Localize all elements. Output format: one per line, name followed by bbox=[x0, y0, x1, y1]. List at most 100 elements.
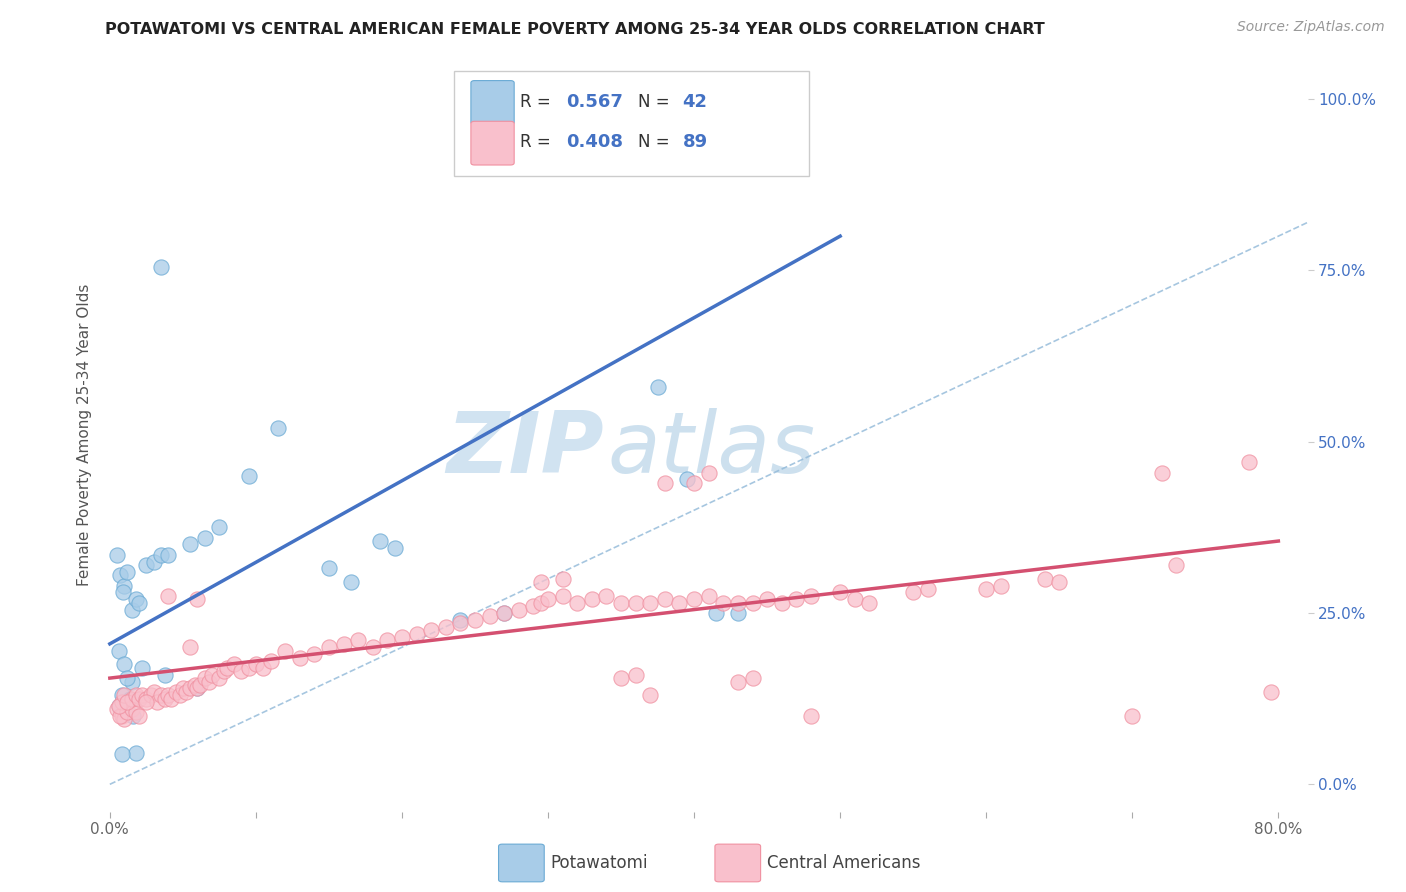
Point bbox=[610, 596, 633, 610]
Point bbox=[179, 681, 201, 696]
Y-axis label: Female Poverty Among 25-34 Year Olds: Female Poverty Among 25-34 Year Olds bbox=[76, 284, 91, 586]
Point bbox=[1047, 575, 1070, 590]
Point bbox=[131, 688, 153, 702]
Point bbox=[741, 596, 763, 610]
Point bbox=[231, 665, 253, 679]
Point bbox=[111, 585, 134, 599]
Point bbox=[121, 702, 143, 716]
Point bbox=[259, 654, 281, 668]
Text: 89: 89 bbox=[682, 134, 707, 152]
Point bbox=[107, 643, 129, 657]
Point bbox=[160, 691, 183, 706]
Point bbox=[727, 596, 749, 610]
Point bbox=[567, 596, 589, 610]
Point bbox=[800, 708, 823, 723]
Point bbox=[274, 643, 297, 657]
Point bbox=[238, 661, 260, 675]
Point bbox=[530, 109, 553, 123]
Point bbox=[434, 620, 457, 634]
Point bbox=[537, 592, 560, 607]
Point bbox=[624, 667, 647, 681]
Point bbox=[114, 657, 136, 672]
Point bbox=[391, 630, 413, 644]
Point bbox=[711, 596, 734, 610]
Point bbox=[128, 691, 150, 706]
Point bbox=[844, 592, 866, 607]
Point bbox=[128, 708, 150, 723]
Point bbox=[494, 606, 516, 620]
Point bbox=[155, 691, 177, 706]
Point bbox=[122, 708, 145, 723]
Point bbox=[120, 691, 142, 706]
FancyBboxPatch shape bbox=[471, 80, 515, 124]
Point bbox=[903, 585, 925, 599]
Point bbox=[105, 702, 128, 716]
Point bbox=[121, 691, 143, 706]
Point bbox=[304, 647, 326, 661]
Point bbox=[110, 695, 132, 709]
FancyBboxPatch shape bbox=[454, 70, 808, 177]
Point bbox=[125, 688, 148, 702]
Text: ZIP: ZIP bbox=[447, 409, 605, 491]
Point bbox=[288, 650, 311, 665]
Point bbox=[179, 537, 201, 551]
Text: Central Americans: Central Americans bbox=[766, 854, 920, 872]
Point bbox=[105, 548, 128, 562]
Point bbox=[183, 678, 205, 692]
Point bbox=[624, 596, 647, 610]
Point bbox=[155, 667, 177, 681]
Text: N =: N = bbox=[638, 134, 675, 152]
Point bbox=[449, 616, 471, 631]
Point bbox=[169, 688, 191, 702]
Point bbox=[107, 698, 129, 713]
Point bbox=[332, 637, 354, 651]
Point bbox=[125, 592, 148, 607]
Point bbox=[149, 548, 172, 562]
Point bbox=[683, 475, 706, 490]
Point bbox=[125, 747, 148, 761]
Point bbox=[215, 661, 238, 675]
Point bbox=[610, 671, 633, 685]
Point bbox=[581, 592, 603, 607]
Point bbox=[110, 747, 132, 761]
Point bbox=[117, 706, 139, 720]
Point bbox=[145, 695, 167, 709]
Point bbox=[238, 469, 260, 483]
Point bbox=[741, 671, 763, 685]
Point bbox=[785, 592, 807, 607]
Point bbox=[858, 596, 880, 610]
Point bbox=[179, 640, 201, 655]
Point bbox=[727, 606, 749, 620]
Point bbox=[131, 661, 153, 675]
Point bbox=[208, 520, 231, 534]
Point bbox=[654, 475, 676, 490]
Text: 0.567: 0.567 bbox=[565, 93, 623, 111]
Point bbox=[198, 674, 221, 689]
Point bbox=[478, 609, 501, 624]
Point bbox=[800, 589, 823, 603]
Point bbox=[117, 695, 139, 709]
Point bbox=[245, 657, 267, 672]
Point bbox=[157, 688, 180, 702]
Text: R =: R = bbox=[520, 134, 557, 152]
Point bbox=[640, 688, 662, 702]
Point bbox=[318, 561, 340, 575]
Point bbox=[208, 671, 231, 685]
Point bbox=[135, 695, 157, 709]
Point bbox=[494, 606, 516, 620]
Point bbox=[530, 596, 553, 610]
Point bbox=[683, 592, 706, 607]
Point bbox=[108, 708, 131, 723]
Point bbox=[174, 685, 197, 699]
Point bbox=[107, 698, 129, 713]
Text: R =: R = bbox=[520, 93, 557, 111]
Point bbox=[770, 596, 793, 610]
Point bbox=[347, 633, 370, 648]
Point bbox=[368, 534, 391, 549]
Point bbox=[1260, 685, 1282, 699]
Point bbox=[1237, 455, 1260, 469]
Point bbox=[1150, 466, 1173, 480]
Point bbox=[595, 589, 617, 603]
Point bbox=[340, 575, 363, 590]
Point bbox=[697, 589, 720, 603]
